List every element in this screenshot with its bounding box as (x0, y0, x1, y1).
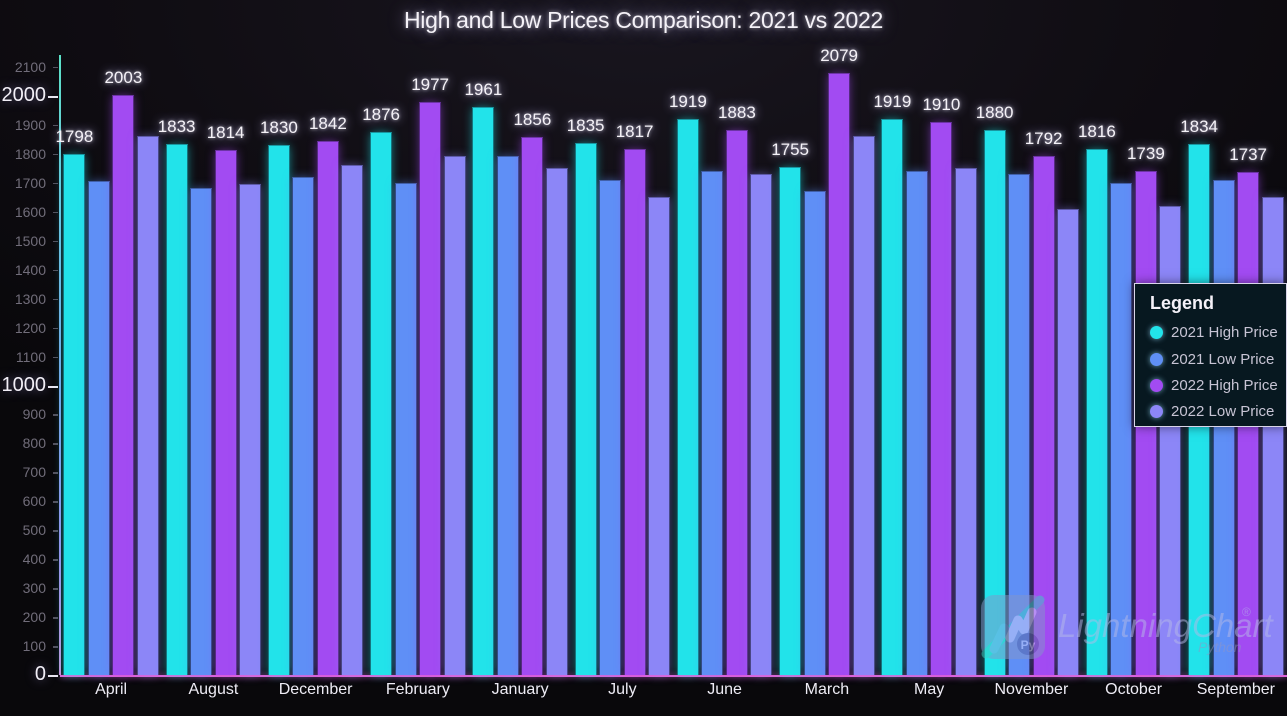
svg-text:Py: Py (1021, 638, 1036, 652)
svg-text:®: ® (1242, 605, 1251, 619)
svg-text:Python: Python (1198, 639, 1242, 655)
